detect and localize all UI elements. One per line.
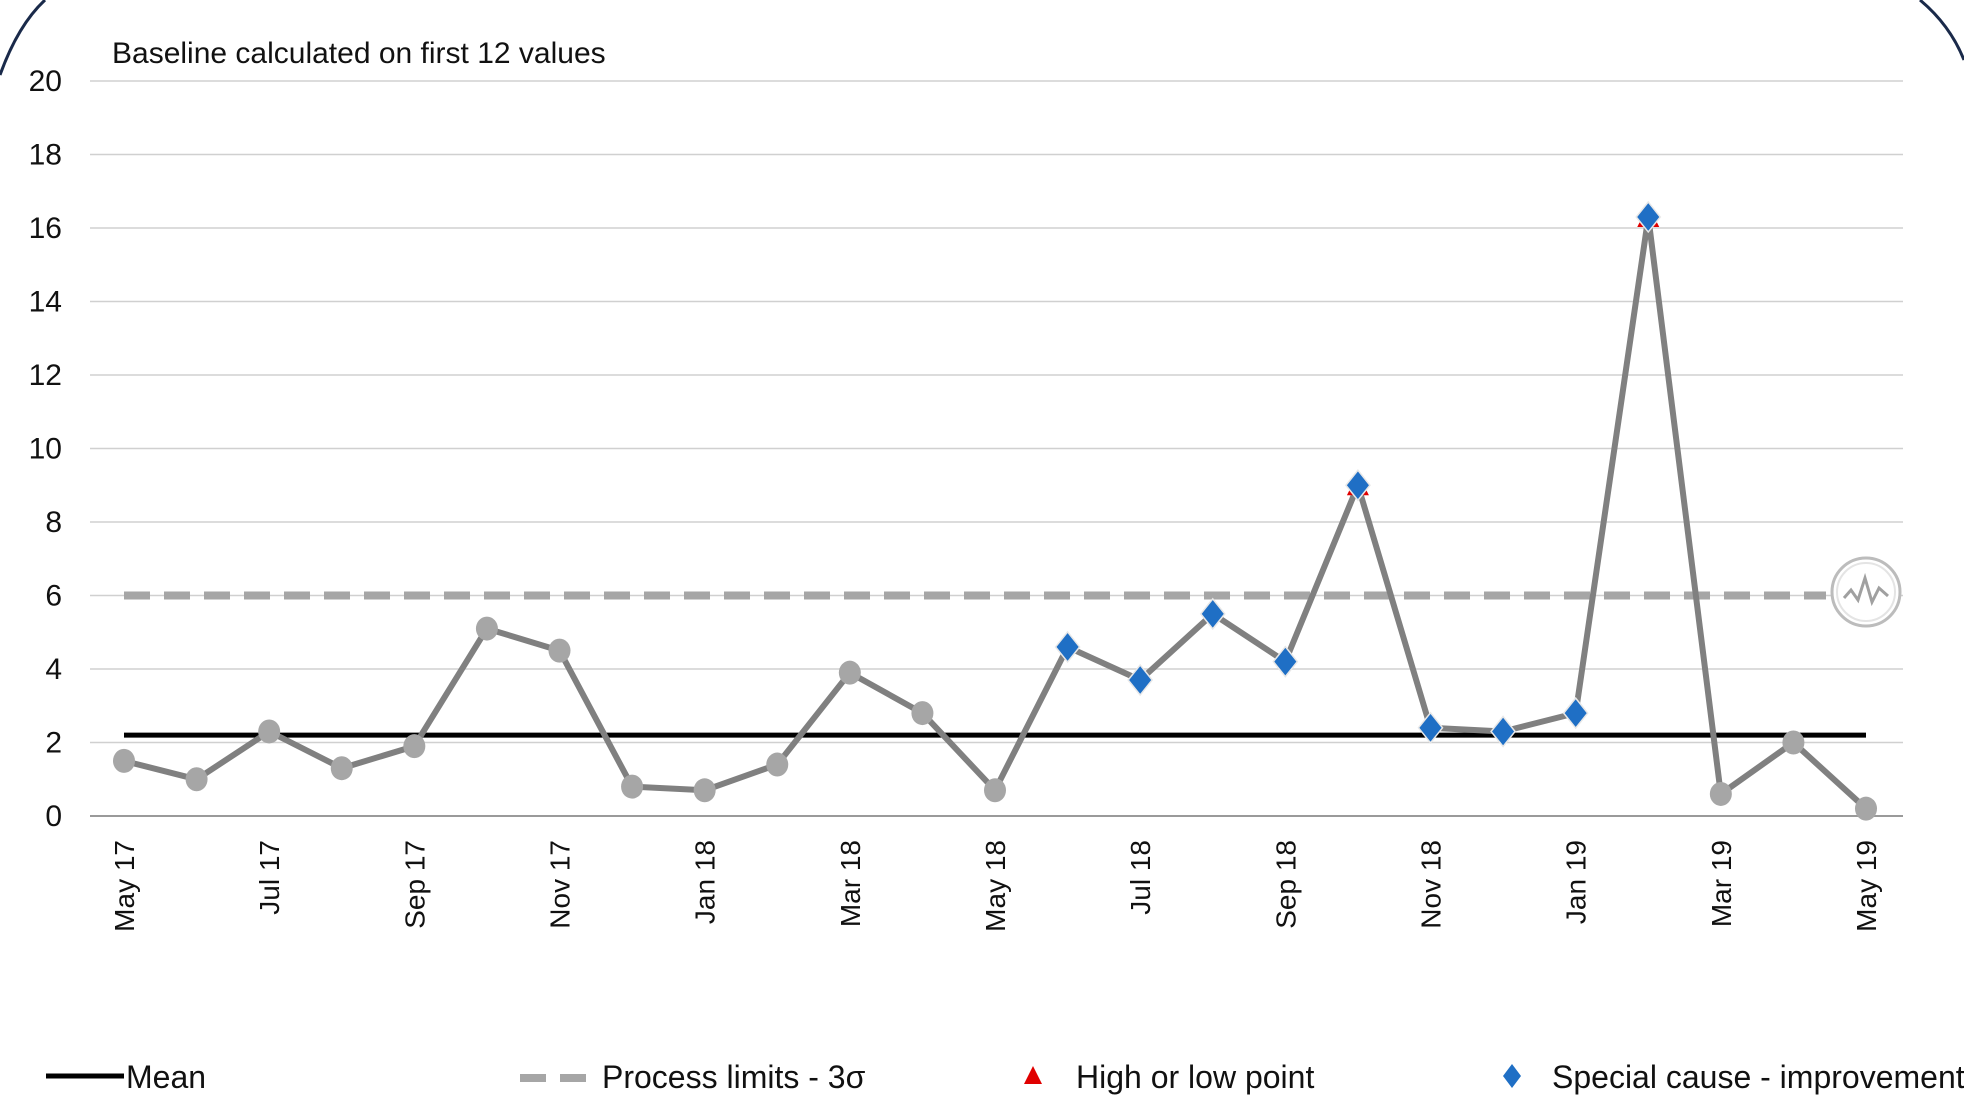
special-cause-marker — [1127, 663, 1154, 697]
x-tick-label: Nov 18 — [1416, 840, 1447, 929]
special-cause-marker — [1490, 715, 1517, 748]
baseline-annotation: Baseline calculated on first 12 values — [112, 37, 606, 70]
special-cause-marker — [1344, 469, 1371, 502]
data-series — [123, 214, 1869, 811]
y-tick-label: 0 — [45, 800, 62, 833]
grid-lines — [90, 80, 1903, 817]
data-point — [185, 767, 208, 792]
legend-swatch-highlow — [1024, 1066, 1042, 1084]
y-tick-label: 18 — [29, 139, 62, 172]
series-line — [123, 214, 1869, 811]
legend-label-special: Special cause - improvement — [1552, 1059, 1964, 1095]
y-tick-label: 4 — [45, 653, 62, 686]
data-point — [693, 778, 716, 803]
data-point — [621, 774, 644, 799]
y-tick-label: 16 — [29, 212, 62, 245]
y-tick-label: 2 — [45, 727, 62, 760]
special-cause-marker — [1635, 200, 1662, 234]
x-tick-label: Jan 18 — [690, 840, 721, 924]
special-cause-marker — [1054, 630, 1081, 664]
data-point — [1855, 796, 1877, 821]
data-point — [911, 701, 934, 726]
y-tick-label: 10 — [29, 433, 62, 466]
y-tick-label: 8 — [45, 506, 62, 539]
variation-icon — [1830, 556, 1902, 628]
data-point — [475, 616, 498, 641]
data-point — [403, 734, 426, 759]
data-point — [1782, 730, 1805, 755]
x-tick-label: Jan 19 — [1561, 840, 1592, 924]
x-tick-label: Nov 17 — [545, 840, 576, 929]
legend-item-highlow: High or low point — [1024, 1059, 1314, 1095]
legend-label-mean: Mean — [126, 1059, 206, 1095]
legend-swatch-special — [1503, 1064, 1521, 1088]
x-tick-label: Sep 17 — [399, 840, 430, 929]
data-point — [258, 719, 281, 744]
x-tick-label: Jul 18 — [1125, 840, 1156, 915]
data-point — [330, 756, 353, 781]
data-point — [1709, 781, 1732, 806]
legend-item-limits: Process limits - 3σ — [520, 1059, 866, 1095]
corner-arc-right — [1919, 0, 1964, 61]
x-tick-label: Jul 17 — [254, 840, 285, 915]
y-axis-ticks: 0 2 4 6 8 10 12 14 16 18 20 — [29, 65, 62, 833]
y-tick-label: 20 — [29, 65, 62, 98]
x-tick-label: Mar 19 — [1706, 840, 1737, 927]
legend-label-limits: Process limits - 3σ — [602, 1059, 866, 1095]
special-cause-marker — [1199, 597, 1226, 631]
legend-item-mean: Mean — [46, 1059, 206, 1095]
special-cause-marker — [1272, 645, 1299, 678]
x-tick-label: May 18 — [980, 840, 1011, 932]
reference-lines — [124, 591, 1866, 738]
special-cause-marker — [1562, 696, 1589, 730]
special-cause-marker — [1417, 711, 1444, 745]
y-tick-label: 12 — [29, 359, 62, 392]
data-point — [838, 660, 861, 685]
x-tick-label: Sep 18 — [1270, 840, 1301, 929]
data-point — [548, 638, 571, 663]
legend-label-highlow: High or low point — [1076, 1059, 1314, 1095]
x-tick-label: May 19 — [1851, 840, 1882, 932]
data-point — [766, 752, 789, 777]
legend-item-special: Special cause - improvement — [1503, 1059, 1964, 1095]
x-tick-label: Mar 18 — [835, 840, 866, 927]
x-tick-label: May 17 — [109, 840, 140, 932]
legend: Mean Process limits - 3σ High or low poi… — [46, 1059, 1964, 1095]
data-point — [113, 748, 135, 773]
y-tick-label: 6 — [45, 580, 62, 613]
data-point — [984, 778, 1006, 803]
data-markers — [113, 200, 1877, 821]
y-tick-label: 14 — [29, 286, 62, 319]
corner-arc-left — [0, 0, 47, 76]
x-axis-ticks: May 17 Jul 17 Sep 17 Nov 17 Jan 18 Mar 18 May … — [109, 840, 1882, 932]
